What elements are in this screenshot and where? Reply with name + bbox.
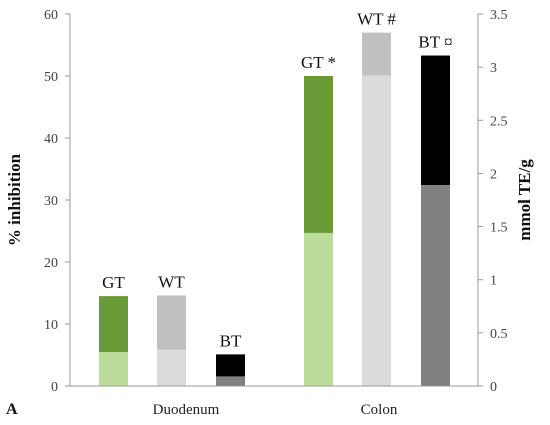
y2-tick-label: 0.5 bbox=[490, 327, 508, 342]
bar-label: WT bbox=[158, 272, 185, 291]
y2-tick-label: 0 bbox=[490, 380, 497, 395]
y-tick-label: 10 bbox=[44, 318, 58, 333]
bar-inhibition bbox=[362, 32, 391, 76]
category-label: Colon bbox=[361, 402, 398, 418]
bar-mmol-te bbox=[304, 232, 333, 386]
bar-inhibition bbox=[304, 76, 333, 233]
category-label: Duodenum bbox=[153, 402, 220, 418]
bars-group bbox=[99, 32, 450, 386]
bar-label: GT * bbox=[301, 53, 336, 72]
y2-tick-label: 3 bbox=[490, 61, 497, 76]
bar-labels: GT WT BT GT * WT # BT ¤ bbox=[102, 10, 452, 351]
y-tick-label: 60 bbox=[44, 8, 58, 23]
bar-label: WT # bbox=[357, 10, 396, 29]
bar-mmol-te bbox=[421, 185, 450, 386]
y2-tick-label: 1.5 bbox=[490, 221, 508, 236]
bar-inhibition bbox=[157, 295, 186, 350]
y2-tick-label: 3.5 bbox=[490, 8, 508, 23]
y2-axis-label: mmol TE/g bbox=[515, 159, 534, 241]
left-y-ticks: 0 10 20 30 40 50 60 bbox=[44, 8, 70, 395]
bar-inhibition bbox=[216, 354, 245, 377]
bar-inhibition bbox=[421, 55, 450, 186]
bar-label: GT bbox=[102, 273, 125, 292]
bar-mmol-te bbox=[157, 349, 186, 386]
bar-inhibition bbox=[99, 296, 128, 352]
bar-mmol-te bbox=[362, 75, 391, 386]
panel-label: A bbox=[6, 401, 18, 418]
bar-label: BT ¤ bbox=[418, 33, 452, 52]
y2-tick-label: 2 bbox=[490, 167, 497, 182]
bar-mmol-te bbox=[99, 351, 128, 386]
y-tick-label: 30 bbox=[44, 194, 58, 209]
bar-mmol-te bbox=[216, 376, 245, 386]
y2-tick-label: 2.5 bbox=[490, 114, 508, 129]
category-labels: Duodenum Colon bbox=[153, 402, 398, 418]
y-axis-label: % inhibition bbox=[5, 153, 24, 246]
y-tick-label: 40 bbox=[44, 132, 58, 147]
y-tick-label: 20 bbox=[44, 256, 58, 271]
y2-tick-label: 1 bbox=[490, 274, 497, 289]
right-y-ticks: 0 0.5 1 1.5 2 2.5 3 3.5 bbox=[478, 8, 508, 395]
y-tick-label: 50 bbox=[44, 70, 58, 85]
y-tick-label: 0 bbox=[51, 380, 58, 395]
bar-label: BT bbox=[220, 331, 242, 350]
